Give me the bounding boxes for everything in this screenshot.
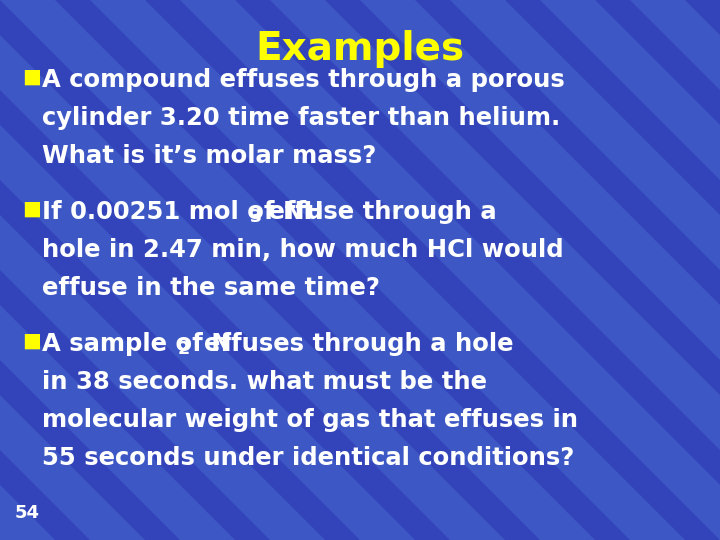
Polygon shape bbox=[360, 0, 720, 540]
Text: A compound effuses through a porous: A compound effuses through a porous bbox=[42, 68, 564, 92]
Polygon shape bbox=[450, 0, 720, 540]
Text: effuse in the same time?: effuse in the same time? bbox=[42, 276, 380, 300]
Polygon shape bbox=[270, 0, 720, 540]
Text: effuse through a: effuse through a bbox=[260, 200, 497, 224]
Text: cylinder 3.20 time faster than helium.: cylinder 3.20 time faster than helium. bbox=[42, 106, 560, 130]
Text: A sample of N: A sample of N bbox=[42, 332, 232, 356]
Polygon shape bbox=[0, 0, 325, 540]
Text: If 0.00251 mol of NH: If 0.00251 mol of NH bbox=[42, 200, 324, 224]
Polygon shape bbox=[180, 0, 720, 540]
Polygon shape bbox=[540, 0, 720, 540]
Text: effuses through a hole: effuses through a hole bbox=[187, 332, 513, 356]
Polygon shape bbox=[0, 0, 595, 540]
Text: ■: ■ bbox=[22, 200, 41, 219]
Polygon shape bbox=[90, 0, 685, 540]
Text: ■: ■ bbox=[22, 332, 41, 351]
Polygon shape bbox=[0, 0, 505, 540]
Text: 2: 2 bbox=[177, 340, 189, 358]
Text: 3: 3 bbox=[251, 208, 262, 226]
Polygon shape bbox=[0, 0, 235, 540]
Text: Examples: Examples bbox=[256, 30, 464, 68]
Text: molecular weight of gas that effuses in: molecular weight of gas that effuses in bbox=[42, 408, 578, 432]
Text: in 38 seconds. what must be the: in 38 seconds. what must be the bbox=[42, 370, 487, 394]
Text: ■: ■ bbox=[22, 68, 41, 87]
Polygon shape bbox=[630, 0, 720, 540]
Polygon shape bbox=[0, 0, 145, 540]
Text: 54: 54 bbox=[15, 504, 40, 522]
Polygon shape bbox=[0, 0, 415, 540]
Text: hole in 2.47 min, how much HCl would: hole in 2.47 min, how much HCl would bbox=[42, 238, 564, 262]
Polygon shape bbox=[0, 0, 55, 540]
Text: What is it’s molar mass?: What is it’s molar mass? bbox=[42, 144, 377, 168]
Text: 55 seconds under identical conditions?: 55 seconds under identical conditions? bbox=[42, 446, 575, 470]
